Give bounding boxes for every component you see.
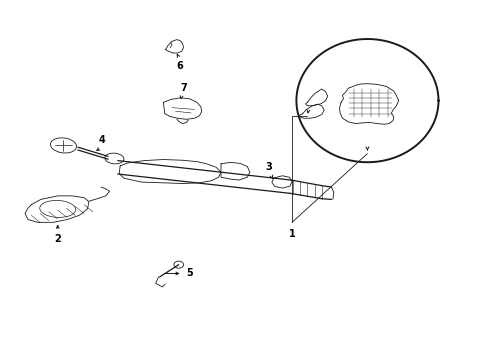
- Text: 2: 2: [54, 234, 61, 244]
- Text: 1: 1: [289, 229, 295, 239]
- Text: 6: 6: [177, 61, 184, 71]
- Text: 3: 3: [266, 162, 272, 172]
- Text: 5: 5: [186, 269, 193, 279]
- Text: 4: 4: [99, 135, 106, 145]
- Text: 7: 7: [180, 82, 187, 93]
